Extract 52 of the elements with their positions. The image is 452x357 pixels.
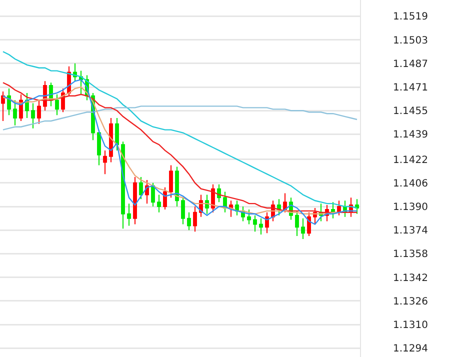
y-tick-label: 1.1374 (393, 226, 428, 237)
candlestick (259, 218, 263, 236)
candlestick (139, 176, 143, 200)
y-tick-label: 1.1471 (393, 82, 428, 94)
candlestick (109, 118, 113, 163)
y-tick-label: 1.1326 (393, 296, 428, 308)
candlestick (31, 102, 35, 129)
line-series (2, 51, 358, 209)
candlestick (151, 182, 155, 208)
candlestick (193, 206, 197, 232)
candlestick (169, 164, 173, 198)
candlestick (55, 94, 59, 116)
candlestick (163, 186, 167, 210)
y-tick-label: 1.1310 (393, 320, 428, 332)
candlestick (37, 100, 41, 124)
y-tick-label: 1.1503 (393, 35, 428, 46)
candlestick (157, 194, 161, 213)
candlestick (127, 203, 131, 226)
y-tick-label: 1.1455 (393, 106, 428, 118)
y-tick-label: 1.1294 (393, 344, 428, 355)
y-tick-label: 1.1487 (393, 58, 428, 70)
candlestick (301, 218, 305, 240)
candlestick (7, 88, 11, 116)
candlestick (1, 90, 5, 122)
candlestick (175, 166, 179, 208)
y-tick-label: 1.1342 (393, 272, 428, 284)
candlestick (133, 176, 137, 225)
candlestick (355, 198, 359, 214)
candlestick (265, 212, 269, 234)
candlestick (253, 214, 257, 232)
y-tick-label: 1.1358 (393, 249, 428, 260)
candlestick (277, 198, 281, 216)
candlestick (235, 200, 239, 216)
candlestick (337, 200, 341, 216)
y-tick-label: 1.1439 (393, 130, 428, 141)
candlestick (181, 197, 185, 225)
y-tick-label: 1.1519 (393, 12, 428, 23)
candlestick (205, 194, 209, 214)
candlestick (229, 200, 233, 218)
candlestick (103, 150, 107, 175)
y-tick-label: 1.1390 (393, 202, 428, 214)
candlestick (331, 202, 335, 219)
candlestick (115, 118, 119, 151)
candlestick (283, 192, 287, 213)
candlestick (307, 212, 311, 237)
line-series (2, 106, 358, 130)
y-tick-label: 1.1406 (393, 178, 428, 190)
candlestick (13, 100, 17, 126)
candlestick (247, 208, 251, 225)
candlestick (295, 210, 299, 237)
candlestick (187, 212, 191, 231)
y-tick-label: 1.1422 (393, 154, 428, 166)
